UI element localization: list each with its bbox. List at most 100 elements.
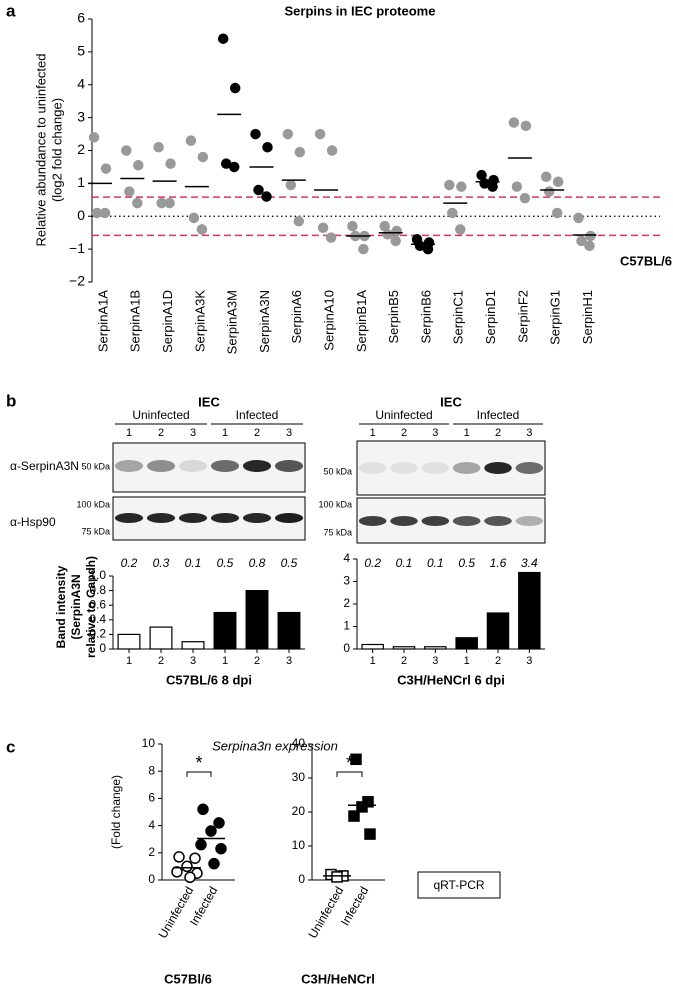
blot-band — [358, 462, 387, 474]
y-tick-label: 3 — [77, 108, 85, 124]
y-tick-label: 0 — [298, 872, 305, 886]
x-axis-label: C57Bl/6 — [164, 971, 212, 986]
value-label: 1.6 — [490, 556, 507, 570]
data-point — [390, 235, 401, 247]
y-axis-label: (SerpinA3N — [69, 574, 83, 639]
blot-image — [356, 497, 546, 544]
data-point — [213, 817, 225, 829]
data-point — [585, 230, 596, 242]
data-point — [325, 232, 337, 243]
data-point — [364, 828, 376, 840]
y-tick-label: 6 — [77, 10, 85, 26]
data-point — [350, 753, 362, 766]
x-tick-label: 2 — [254, 655, 260, 667]
data-point — [551, 207, 563, 219]
blot-band — [390, 516, 418, 526]
x-tick-label: SerpinA1D — [160, 290, 175, 353]
x-tick-label: SerpinB1A — [354, 290, 369, 352]
significance-label: * — [195, 753, 202, 773]
data-point — [195, 838, 207, 851]
marker-label: 50 kDa — [323, 466, 352, 476]
y-axis-label: (log2 fold change) — [49, 98, 64, 202]
x-axis-label: C3H/HeNCrl 6 dpi — [397, 672, 505, 687]
x-tick-label: SerpinH1 — [580, 290, 595, 344]
y-tick-label: −2 — [69, 273, 85, 289]
blot-image — [112, 442, 306, 493]
lane-label: 1 — [464, 427, 470, 439]
y-tick-label: 6 — [148, 791, 155, 805]
data-point — [250, 128, 261, 140]
data-point — [100, 163, 112, 174]
x-tick-label: SerpinA6 — [289, 290, 304, 343]
value-label: 3.4 — [521, 556, 538, 570]
data-point — [543, 186, 555, 197]
data-point — [356, 801, 368, 813]
data-point — [293, 215, 305, 227]
blot-band — [484, 462, 512, 474]
bar — [245, 589, 269, 650]
marker-label: 75 kDa — [323, 527, 352, 537]
bar — [361, 643, 384, 650]
x-tick-label: SerpinG1 — [548, 290, 563, 345]
x-tick-label: SerpinA10 — [322, 290, 337, 351]
data-point — [165, 158, 176, 169]
data-point — [552, 176, 564, 187]
bar — [181, 641, 205, 650]
data-point — [317, 222, 329, 234]
y-tick-label: 1.0 — [89, 568, 106, 582]
y-tick-label: 8 — [148, 763, 155, 777]
data-point — [331, 871, 343, 883]
marker-label: 75 kDa — [81, 526, 110, 536]
value-label: 0.8 — [249, 556, 266, 570]
y-tick-label: 40 — [292, 736, 306, 750]
value-label: 0.5 — [217, 556, 234, 570]
data-point — [215, 842, 227, 855]
x-tick-label: 1 — [126, 655, 132, 667]
data-point — [347, 220, 358, 232]
y-axis-label: (Fold change) — [109, 775, 123, 849]
x-tick-label: SerpinA3N — [257, 290, 272, 353]
strain-annotation: C57BL/6 — [620, 253, 672, 268]
data-point — [229, 82, 241, 94]
data-point — [358, 243, 369, 255]
y-tick-label: 4 — [343, 551, 350, 565]
x-tick-label: SerpinF2 — [515, 290, 530, 343]
blot-band — [114, 513, 144, 523]
section-title: Serpina3n expression — [212, 738, 338, 753]
blot-band — [274, 513, 304, 523]
data-point — [197, 151, 209, 163]
bar — [424, 646, 447, 650]
data-point — [314, 128, 326, 140]
lane-label: 3 — [432, 427, 438, 439]
bar — [455, 637, 478, 650]
x-tick-label: 1 — [222, 655, 228, 667]
x-tick-label: SerpinA3K — [192, 290, 207, 352]
value-label: 0.1 — [185, 556, 202, 570]
lane-label: 3 — [190, 427, 196, 439]
x-tick-label: 2 — [401, 655, 407, 667]
data-point — [261, 191, 272, 202]
data-point — [88, 132, 100, 143]
data-point — [573, 212, 584, 224]
marker-label: 100 kDa — [318, 499, 352, 509]
data-point — [205, 825, 217, 837]
x-tick-label: 3 — [526, 655, 532, 667]
data-point — [189, 852, 201, 864]
data-point — [171, 866, 183, 878]
y-tick-label: 2 — [343, 596, 350, 610]
y-tick-label: 0.4 — [89, 612, 106, 626]
lane-label: 2 — [401, 427, 407, 439]
data-point — [121, 145, 132, 156]
lane-label: 1 — [222, 427, 228, 439]
data-point — [99, 207, 111, 219]
data-point — [181, 860, 193, 873]
y-tick-label: 3 — [343, 574, 350, 588]
y-tick-label: 0.8 — [89, 583, 106, 597]
group-label: Infected — [236, 408, 279, 422]
x-tick-label: SerpinA1A — [95, 290, 110, 352]
panel-label: a — [6, 1, 16, 20]
blot-band — [390, 462, 418, 474]
x-tick-label: 2 — [495, 655, 501, 667]
lane-label: 2 — [495, 427, 501, 439]
x-tick-label: 1 — [464, 655, 470, 667]
